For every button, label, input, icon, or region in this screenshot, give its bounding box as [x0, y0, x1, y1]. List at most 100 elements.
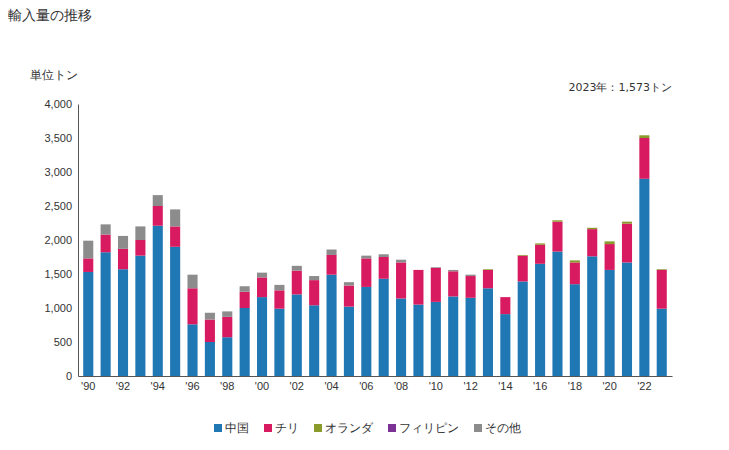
bar — [657, 269, 667, 270]
bar — [431, 302, 441, 376]
tick-label: '98 — [220, 380, 234, 392]
bar — [187, 288, 197, 324]
bar — [240, 308, 250, 376]
series — [83, 138, 667, 342]
legend-swatch — [474, 424, 482, 432]
bar — [396, 298, 406, 376]
bar — [396, 262, 406, 298]
bar — [466, 275, 476, 276]
bar — [274, 290, 284, 308]
tick: 1,500 — [44, 268, 78, 280]
bar — [344, 282, 354, 285]
bar — [344, 286, 354, 307]
bar — [222, 337, 232, 376]
bar — [118, 269, 128, 376]
bar — [153, 206, 163, 226]
bar — [83, 258, 93, 272]
tick-label: 1,000 — [44, 302, 72, 314]
bar — [466, 276, 476, 298]
bar — [570, 260, 580, 262]
legend-label: チリ — [275, 421, 299, 435]
bar — [379, 257, 389, 279]
tick: 1,000 — [44, 302, 78, 314]
tick-label: 0 — [66, 370, 72, 382]
bar — [413, 269, 423, 270]
bar — [448, 270, 458, 271]
legend-label: オランダ — [325, 421, 374, 435]
y-axis-title: 単位トン — [30, 68, 78, 82]
bar — [361, 256, 371, 259]
legend-swatch — [314, 424, 322, 432]
bar — [500, 297, 510, 298]
bar — [657, 270, 667, 309]
tick: '90 — [81, 376, 95, 392]
bar — [327, 275, 337, 376]
tick: '06 — [359, 376, 373, 392]
bar — [83, 272, 93, 376]
tick-label: '14 — [498, 380, 512, 392]
tick: '92 — [116, 376, 130, 392]
tick: 2,500 — [44, 200, 78, 212]
bar — [466, 298, 476, 376]
bar — [170, 209, 180, 226]
tick-label: '04 — [324, 380, 338, 392]
tick-label: '08 — [394, 380, 408, 392]
bar — [187, 324, 197, 376]
tick: '16 — [533, 376, 547, 392]
bar — [361, 287, 371, 376]
tick-label: '00 — [255, 380, 269, 392]
bar — [448, 271, 458, 272]
bar — [205, 313, 215, 320]
bar — [518, 254, 528, 255]
bar — [639, 179, 649, 376]
tick-label: 3,500 — [44, 132, 72, 144]
legend-swatch — [214, 424, 222, 432]
bar — [118, 236, 128, 249]
bar — [622, 222, 632, 224]
bar — [483, 288, 493, 376]
bar — [222, 311, 232, 316]
legend-item: その他 — [474, 421, 521, 435]
bars — [83, 135, 667, 376]
bar — [622, 224, 632, 263]
bar — [101, 252, 111, 376]
tick: '12 — [463, 376, 477, 392]
bar — [413, 305, 423, 376]
bar — [153, 226, 163, 376]
tick: 3,500 — [44, 132, 78, 144]
bar — [483, 269, 493, 271]
tick: 3,000 — [44, 166, 78, 178]
axis-line — [78, 105, 79, 377]
bar — [605, 244, 615, 270]
bar — [552, 220, 562, 221]
tick-label: '96 — [185, 380, 199, 392]
tick-label: '18 — [568, 380, 582, 392]
bar — [535, 243, 545, 244]
bar — [483, 269, 493, 270]
tick: '18 — [568, 376, 582, 392]
bar — [500, 314, 510, 376]
bar — [570, 260, 580, 261]
bar — [170, 247, 180, 376]
y-axis: 05001,0001,5002,0002,5003,0003,5004,000 — [44, 98, 78, 382]
bar — [448, 271, 458, 272]
bar — [101, 235, 111, 253]
tick-label: '22 — [637, 380, 651, 392]
bar — [257, 273, 267, 278]
tick-label: '94 — [151, 380, 165, 392]
tick: 500 — [54, 336, 78, 348]
tick-label: 2,500 — [44, 200, 72, 212]
chart: 輸入量の推移単位トン2023年：1,573トン05001,0001,5002,0… — [0, 0, 729, 450]
tick-label: '20 — [602, 380, 616, 392]
tick: 2,000 — [44, 234, 78, 246]
bar — [639, 135, 649, 136]
bar — [413, 270, 423, 305]
bar — [413, 269, 423, 270]
title: 輸入量の推移 — [8, 7, 92, 23]
tick: '04 — [324, 376, 338, 392]
bar — [518, 254, 528, 256]
bar — [535, 264, 545, 376]
tick: '98 — [220, 376, 234, 392]
tick-label: 3,000 — [44, 166, 72, 178]
bar — [327, 250, 337, 255]
